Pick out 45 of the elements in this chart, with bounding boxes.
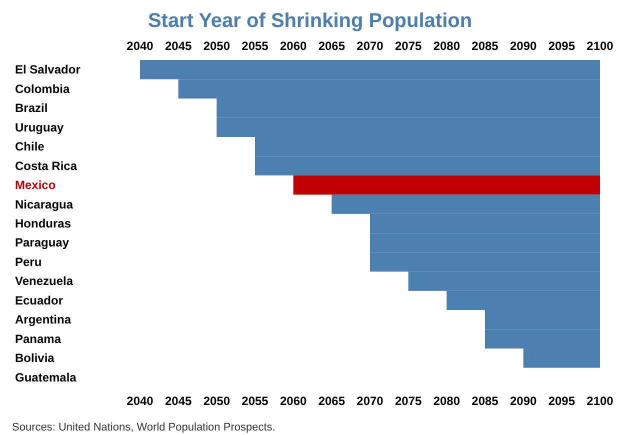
- y-tick-label: Nicaragua: [15, 197, 74, 212]
- x2-tick-label: 2055: [242, 39, 269, 53]
- x-tick-label: 2100: [586, 394, 614, 408]
- x2-tick-label: 2095: [548, 39, 576, 53]
- y-tick-label: Panama: [15, 332, 62, 346]
- y-tick-label: Paraguay: [15, 236, 70, 250]
- x-tick-label: 2045: [164, 394, 192, 408]
- y-tick-label: Costa Rica: [15, 158, 78, 173]
- x-tick-label: 2040: [126, 394, 154, 408]
- y-tick-label: Venezuela: [15, 274, 74, 288]
- y-tick-label: Peru: [15, 254, 42, 269]
- y-tick-label: Uruguay: [15, 120, 64, 134]
- x-tick-label: 2070: [356, 394, 384, 408]
- y-tick-label: El Salvador: [15, 62, 81, 77]
- source-note: Sources: United Nations, World Population Prospects.: [12, 422, 276, 434]
- x2-tick-label: 2040: [126, 39, 154, 53]
- y-tick-label: Bolivia: [15, 351, 55, 366]
- x-tick-label: 2085: [472, 394, 499, 408]
- y-tick-label: Honduras: [15, 216, 72, 230]
- x2-tick-label: 2050: [203, 39, 230, 53]
- x2-tick-label: 2080: [433, 39, 460, 53]
- y-tick-label: Chile: [15, 140, 45, 154]
- y-tick-label: Ecuador: [15, 293, 64, 308]
- y-tick-label: Guatemala: [15, 370, 77, 384]
- x2-tick-label: 2065: [318, 39, 346, 53]
- x-tick-label: 2060: [280, 394, 308, 408]
- y-tick-label: Mexico: [15, 178, 56, 192]
- x2-tick-label: 2070: [356, 39, 384, 53]
- x-tick-label: 2055: [242, 394, 269, 408]
- y-tick-label: Brazil: [15, 101, 48, 116]
- x2-tick-label: 2045: [164, 39, 192, 53]
- y-tick-label: Colombia: [15, 82, 70, 96]
- x-tick-label: 2095: [548, 394, 576, 408]
- x2-tick-label: 2100: [586, 39, 614, 53]
- x-tick-label: 2080: [433, 394, 460, 408]
- x2-tick-label: 2060: [280, 39, 308, 53]
- x-tick-label: 2065: [318, 394, 346, 408]
- x-tick-label: 2090: [510, 394, 538, 408]
- x-tick-label: 2050: [203, 394, 230, 408]
- x2-tick-label: 2085: [472, 39, 499, 53]
- y-tick-label: Argentina: [15, 312, 72, 327]
- x-tick-label: 2075: [394, 394, 422, 408]
- x2-tick-label: 2075: [394, 39, 422, 53]
- x2-tick-label: 2090: [510, 39, 538, 53]
- chart-title: Start Year of Shrinking Population: [148, 10, 472, 32]
